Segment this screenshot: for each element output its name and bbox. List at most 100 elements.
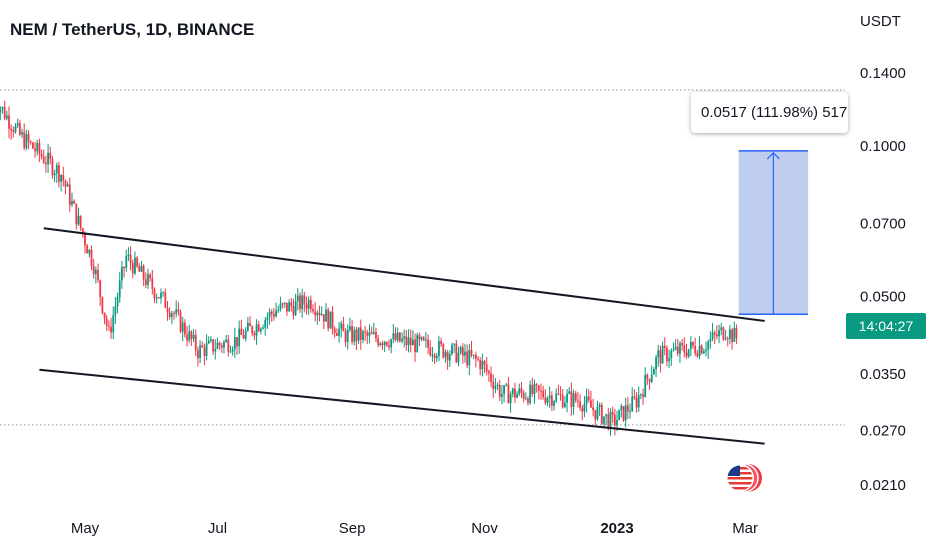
candle-body: [579, 401, 581, 408]
candle-body: [251, 326, 254, 334]
candle-body: [429, 347, 432, 356]
candle-body: [492, 381, 495, 389]
candle-body: [231, 349, 234, 352]
candle-body: [388, 345, 390, 348]
candle-body: [392, 333, 395, 340]
candle-body: [62, 174, 65, 181]
candle-body: [461, 347, 464, 356]
candle-body: [694, 345, 697, 354]
candle-body: [66, 184, 69, 187]
candle-body: [346, 329, 349, 343]
candle-body: [273, 314, 275, 317]
candle-body: [498, 384, 501, 397]
candle-body: [305, 304, 308, 309]
candle-body: [496, 384, 499, 386]
candle-body: [75, 203, 78, 225]
price-tick-label: 0.0210: [860, 477, 906, 494]
candle-body: [225, 339, 228, 342]
candle-body: [646, 374, 649, 379]
price-tick-label: 0.0700: [860, 216, 906, 233]
candle-body: [214, 348, 217, 352]
candle-body: [112, 315, 115, 333]
candle-body: [88, 249, 91, 254]
us-flag-icon[interactable]: [726, 460, 762, 496]
candle-body: [540, 390, 542, 392]
candle-body: [644, 374, 647, 397]
candle-body: [385, 341, 388, 346]
time-tick-label: Jul: [208, 520, 227, 537]
candle-body: [722, 327, 725, 340]
candle-body: [705, 349, 707, 352]
candle-body: [207, 340, 210, 344]
candle-body: [301, 295, 304, 310]
time-axis[interactable]: May Jul Sep Nov 2023 Mar: [71, 520, 758, 537]
candle-body: [227, 339, 230, 353]
candle-body: [0, 108, 2, 113]
time-tick-label: Sep: [339, 520, 366, 537]
candle-body: [624, 405, 627, 421]
candle-body: [340, 323, 343, 329]
candle-body: [25, 134, 28, 148]
candle-body: [698, 345, 701, 357]
candle-body: [731, 329, 733, 342]
candle-body: [10, 128, 13, 131]
candle-body: [718, 330, 720, 337]
candle-body: [42, 156, 45, 163]
candle-body: [36, 142, 39, 152]
candle-body: [394, 333, 397, 341]
candle-body: [125, 255, 128, 268]
trend-lines[interactable]: [39, 227, 765, 445]
candle-body: [531, 384, 534, 394]
candle-body: [503, 385, 505, 395]
price-clock-badge: 14:04:27: [846, 313, 926, 339]
candle-body: [77, 215, 80, 225]
candle-body: [711, 332, 714, 339]
candle-body: [420, 337, 423, 340]
candle-body: [255, 324, 258, 336]
candle-body: [283, 302, 286, 304]
candle-body: [616, 419, 618, 426]
candle-body: [457, 352, 460, 363]
candle-body: [411, 339, 414, 346]
candle-body: [183, 322, 186, 335]
measure-tool[interactable]: [738, 150, 809, 315]
candle-body: [468, 349, 471, 366]
price-axis[interactable]: USDT 0.1400 0.1000 0.0700 0.0500 0.0350 0.0270…: [860, 13, 906, 494]
candle-body: [314, 311, 317, 316]
candle-body: [592, 407, 595, 411]
candle-body: [147, 274, 149, 286]
candle-body: [140, 265, 143, 272]
candle-body: [29, 141, 32, 143]
candle-body: [518, 388, 521, 394]
candle-body: [648, 378, 651, 382]
candle-body: [618, 409, 621, 420]
candle-body: [349, 326, 351, 330]
candle-body: [729, 329, 731, 339]
candle-body: [121, 267, 123, 281]
candle-body: [192, 334, 195, 339]
candle-body: [520, 388, 523, 393]
candle-body: [435, 355, 438, 358]
candle-body: [527, 398, 529, 403]
candle-body: [668, 358, 671, 362]
candle-body: [559, 394, 562, 396]
candle-body: [544, 397, 547, 403]
candle-body: [542, 390, 545, 398]
channel-trend-line[interactable]: [43, 227, 765, 322]
candle-body: [31, 142, 34, 149]
channel-trend-line[interactable]: [39, 368, 765, 445]
candle-body: [23, 132, 26, 148]
candle-body: [474, 354, 477, 359]
candle-body: [38, 142, 41, 154]
candle-body: [1, 107, 4, 109]
candle-body: [733, 327, 736, 342]
candle-body: [715, 334, 718, 337]
candle-body: [637, 395, 640, 408]
candle-body: [233, 336, 236, 350]
candle-body: [683, 345, 686, 353]
candle-body: [609, 411, 612, 429]
candle-body: [114, 306, 117, 316]
candle-body: [296, 295, 299, 302]
